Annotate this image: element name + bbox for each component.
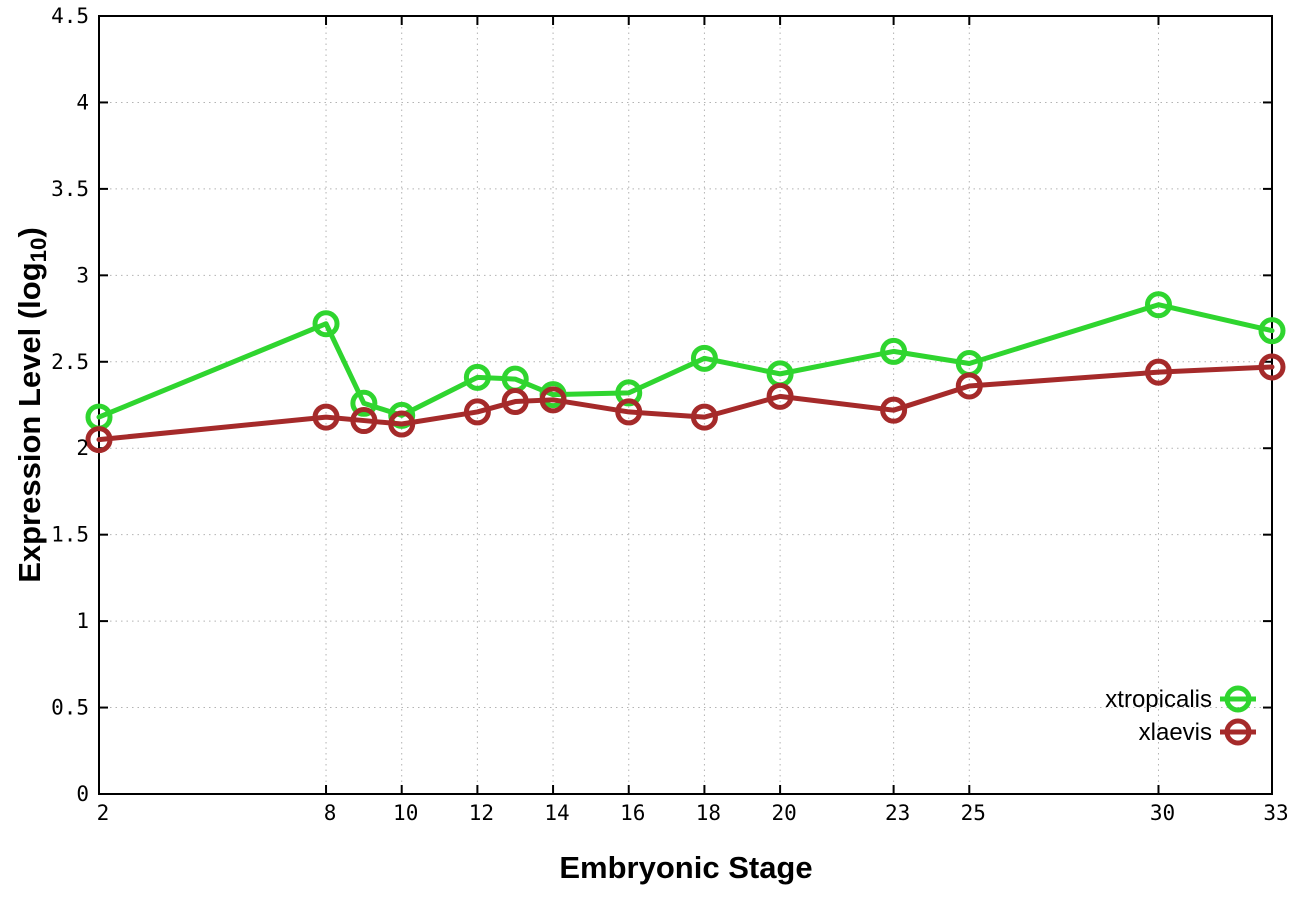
y-tick-label: 0	[76, 782, 89, 806]
y-tick-label: 0.5	[51, 696, 89, 720]
series-xlaevis-point	[388, 410, 416, 438]
series-xtropicalis-point	[690, 344, 718, 372]
x-tick-label: 20	[771, 801, 796, 825]
series-xtropicalis-line	[96, 302, 1275, 420]
x-tick-label: 2	[97, 801, 110, 825]
x-tick-label: 14	[544, 801, 569, 825]
series-xlaevis-point	[766, 382, 794, 410]
legend-marker-xlaevis	[1224, 718, 1252, 746]
series-xlaevis-point	[463, 398, 491, 426]
series-xlaevis-point	[955, 372, 983, 400]
series-xlaevis-point	[539, 386, 567, 414]
series-xlaevis-point	[880, 396, 908, 424]
series-xlaevis-point	[1144, 358, 1172, 386]
y-tick-label: 1	[76, 609, 89, 633]
series-xlaevis-point	[501, 388, 529, 416]
series-xtropicalis-point	[880, 337, 908, 365]
y-tick-label: 3.5	[51, 177, 89, 201]
y-axis-title-suffix: )	[12, 227, 47, 238]
x-axis-title: Embryonic Stage	[559, 850, 813, 885]
series-xlaevis-point	[85, 426, 113, 454]
x-tick-label: 8	[324, 801, 337, 825]
y-tick-label: 4.5	[51, 4, 89, 28]
x-tick-label: 16	[620, 801, 645, 825]
x-tick-label: 18	[696, 801, 721, 825]
y-tick-label: 1.5	[51, 523, 89, 547]
series-xlaevis-point	[1258, 353, 1286, 381]
x-tick-label: 10	[393, 801, 418, 825]
legend-label-xlaevis: xlaevis	[1139, 719, 1212, 746]
series-xlaevis-line	[96, 364, 1275, 443]
series-xlaevis-point	[690, 403, 718, 431]
y-tick-label: 4	[76, 90, 89, 114]
y-tick-label: 2	[76, 436, 89, 460]
series-xtropicalis-point	[1258, 317, 1286, 345]
series-xlaevis-point	[350, 407, 378, 435]
legend-marker-xtropicalis	[1224, 685, 1252, 713]
x-tick-label: 12	[469, 801, 494, 825]
series-xtropicalis-point	[615, 379, 643, 407]
series-xtropicalis-point	[463, 363, 491, 391]
legend-label-xtropicalis: xtropicalis	[1105, 686, 1212, 713]
y-tick-label: 3	[76, 263, 89, 287]
series-xlaevis-point	[312, 403, 340, 431]
x-tick-label: 25	[961, 801, 986, 825]
series-xtropicalis-point	[350, 389, 378, 417]
y-axis-title-subscript: 10	[26, 237, 52, 263]
x-tick-label: 30	[1150, 801, 1175, 825]
series-xlaevis-point	[615, 398, 643, 426]
series-xtropicalis-point	[312, 310, 340, 338]
x-tick-label: 23	[885, 801, 910, 825]
y-tick-label: 2.5	[51, 350, 89, 374]
y-axis-title: Expression Level (log10)	[12, 227, 52, 583]
x-tick-label: 33	[1263, 801, 1288, 825]
y-axis-title-text: Expression Level (log	[12, 262, 47, 583]
plot-border	[98, 15, 1273, 795]
series-xtropicalis-point	[1144, 291, 1172, 319]
